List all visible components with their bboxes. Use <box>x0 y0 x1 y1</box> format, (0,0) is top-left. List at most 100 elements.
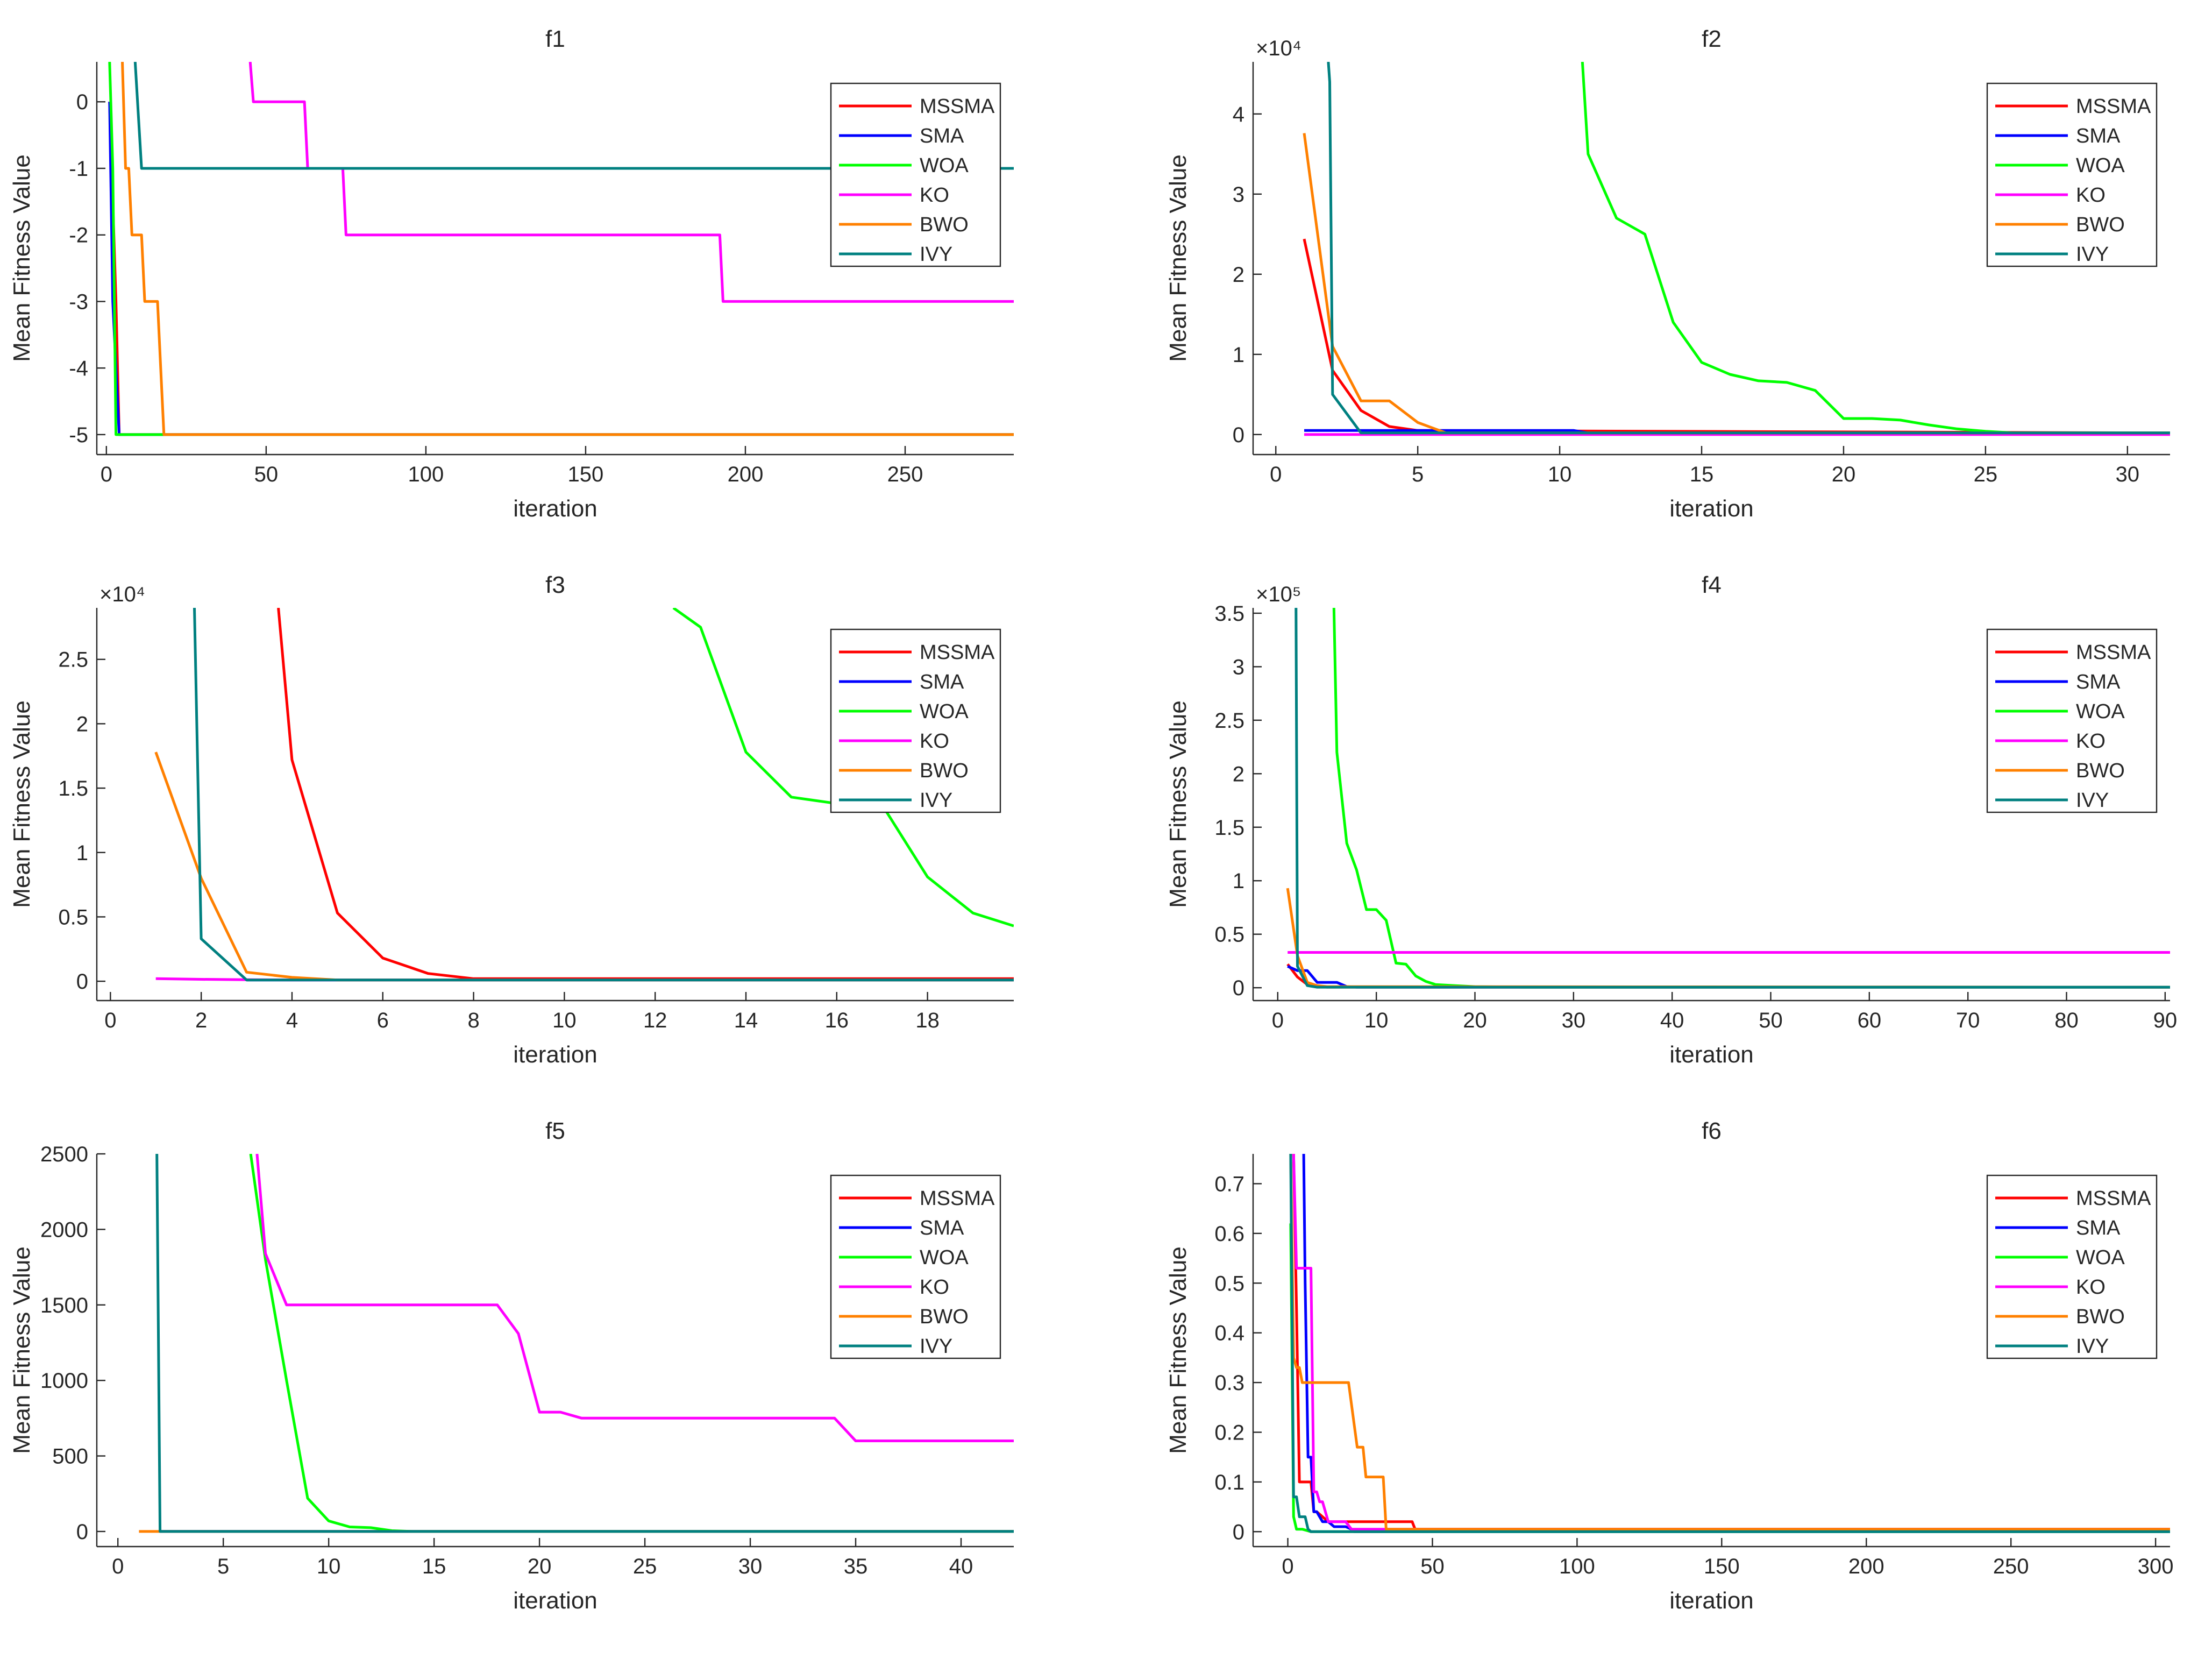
y-axis-label: Mean Fitness Value <box>9 154 35 362</box>
x-axis-label: iteration <box>1669 1587 1754 1614</box>
legend: MSSMA SMA WOA KO BWO IVY <box>1986 82 2158 267</box>
y-tick-label: -2 <box>69 224 88 247</box>
y-axis-label: Mean Fitness Value <box>9 700 35 908</box>
y-axis-label: Mean Fitness Value <box>1165 1246 1191 1454</box>
y-tick-label: 0 <box>1233 423 1244 447</box>
y-tick-label: 0 <box>1233 1520 1244 1544</box>
x-tick-label: 50 <box>1420 1555 1445 1578</box>
x-tick-label: 20 <box>1832 463 1856 486</box>
x-tick-label: 0 <box>1270 463 1282 486</box>
legend-label-ko: KO <box>2076 1276 2106 1299</box>
legend-label-woa: WOA <box>920 700 969 723</box>
x-tick-label: 0 <box>112 1555 124 1578</box>
y-tick-label: 0.3 <box>1214 1371 1244 1395</box>
y-tick-label: 1000 <box>40 1369 88 1393</box>
legend-label-mssma: MSSMA <box>920 641 995 664</box>
y-axis-label: Mean Fitness Value <box>1165 700 1191 908</box>
x-tick-label: 100 <box>1559 1555 1595 1578</box>
x-axis-label: iteration <box>513 1587 598 1614</box>
series-line-mssma <box>1292 1154 2170 1531</box>
y-tick-label: 3 <box>1233 183 1244 207</box>
x-axis-label: iteration <box>1669 495 1754 522</box>
chart-panel-f3: 0 2 4 6 8 10 12 14 16 18 0 0.5 1 1.5 2 2.5 ×10⁴ f3 iterati… <box>9 572 1014 1068</box>
x-tick-label: 150 <box>568 463 604 486</box>
series-line-bwo <box>121 62 1014 436</box>
y-tick-label: -5 <box>69 423 88 447</box>
x-tick-label: 80 <box>2054 1009 2079 1032</box>
legend-label-mssma: MSSMA <box>2076 95 2151 118</box>
legend-box <box>830 82 1001 267</box>
legend-box <box>830 628 1001 813</box>
legend-label-ivy: IVY <box>920 1335 952 1358</box>
chart-title: f6 <box>1702 1118 1722 1144</box>
legend-label-ko: KO <box>920 184 949 207</box>
series-line-bwo <box>1289 1154 2170 1531</box>
legend: MSSMA SMA WOA KO BWO IVY <box>1986 1174 2158 1359</box>
legend-label-sma: SMA <box>920 1217 964 1239</box>
series-group <box>139 1154 1014 1533</box>
legend-label-woa: WOA <box>2076 700 2125 723</box>
legend: MSSMA SMA WOA KO BWO IVY <box>1986 628 2158 813</box>
chart-panel-f2: 0 5 10 15 20 25 30 0 1 2 3 4 ×10⁴ f2 iteration Mean Fit… <box>1165 26 2170 522</box>
series-line-ivy <box>155 1154 1014 1533</box>
y-tick-label: 2 <box>1233 263 1244 287</box>
x-tick-label: 2 <box>195 1009 207 1032</box>
x-tick-label: 15 <box>1690 463 1714 486</box>
legend-label-bwo: BWO <box>2076 214 2125 236</box>
x-tick-label: 18 <box>915 1009 940 1032</box>
legend-box <box>1986 82 2158 267</box>
x-tick-label: 0 <box>1272 1009 1284 1032</box>
x-tick-label: 16 <box>825 1009 849 1032</box>
y-tick-label: 0.7 <box>1214 1172 1244 1196</box>
y-tick-label: 2.5 <box>1214 709 1244 733</box>
series-line-ivy <box>133 62 1014 170</box>
legend-label-ko: KO <box>920 1276 949 1299</box>
legend-label-ko: KO <box>2076 730 2106 753</box>
chart-title: f5 <box>545 1118 565 1144</box>
y-tick-label: 0 <box>76 1520 88 1544</box>
series-group <box>1289 1154 2170 1533</box>
y-tick-label: 0.6 <box>1214 1222 1244 1246</box>
legend-label-ivy: IVY <box>2076 243 2109 266</box>
legend-label-mssma: MSSMA <box>2076 1187 2151 1210</box>
x-tick-label: 10 <box>552 1009 577 1032</box>
series-line-ko <box>255 1154 1014 1442</box>
legend-box <box>1986 1174 2158 1359</box>
legend-label-sma: SMA <box>2076 1217 2121 1239</box>
series-group <box>1303 62 2170 436</box>
legend-label-ivy: IVY <box>2076 789 2109 812</box>
y-exponent-label: ×10⁴ <box>99 583 145 606</box>
legend-box <box>830 1174 1001 1359</box>
legend-label-sma: SMA <box>920 125 964 147</box>
y-tick-label: 2 <box>1233 762 1244 786</box>
y-tick-label: 0.5 <box>58 905 88 929</box>
x-tick-label: 12 <box>643 1009 667 1032</box>
series-group <box>1286 608 2170 989</box>
x-tick-label: 14 <box>734 1009 758 1032</box>
series-line-ivy <box>1327 62 2170 435</box>
y-tick-label: 0 <box>1233 976 1244 1000</box>
series-line-ivy <box>193 608 1014 982</box>
y-tick-label: 2 <box>76 712 88 736</box>
x-tick-label: 200 <box>1848 1555 1884 1578</box>
legend-label-ivy: IVY <box>920 789 952 812</box>
series-group <box>108 62 1014 436</box>
y-tick-label: 500 <box>52 1445 88 1469</box>
legend-label-ko: KO <box>920 730 949 753</box>
legend-label-ivy: IVY <box>920 243 952 266</box>
chart-panel-f1: 0 50 100 150 200 250 0 -1 -2 -3 -4 -5 f1 iteration Mea… <box>9 26 1014 522</box>
y-tick-label: 2000 <box>40 1218 88 1242</box>
legend-label-bwo: BWO <box>920 760 969 782</box>
x-tick-label: 90 <box>2153 1009 2178 1032</box>
y-tick-label: 1 <box>1233 869 1244 893</box>
x-axis-label: iteration <box>1669 1041 1754 1068</box>
y-tick-label: 1 <box>76 841 88 865</box>
legend-label-bwo: BWO <box>2076 1306 2125 1328</box>
legend-label-ko: KO <box>2076 184 2106 207</box>
x-tick-label: 0 <box>104 1009 116 1032</box>
y-tick-label: 0.5 <box>1214 1272 1244 1295</box>
legend-label-bwo: BWO <box>920 214 969 236</box>
legend-label-woa: WOA <box>920 154 969 177</box>
chart-title: f1 <box>545 26 565 52</box>
y-tick-label: 1.5 <box>1214 816 1244 840</box>
